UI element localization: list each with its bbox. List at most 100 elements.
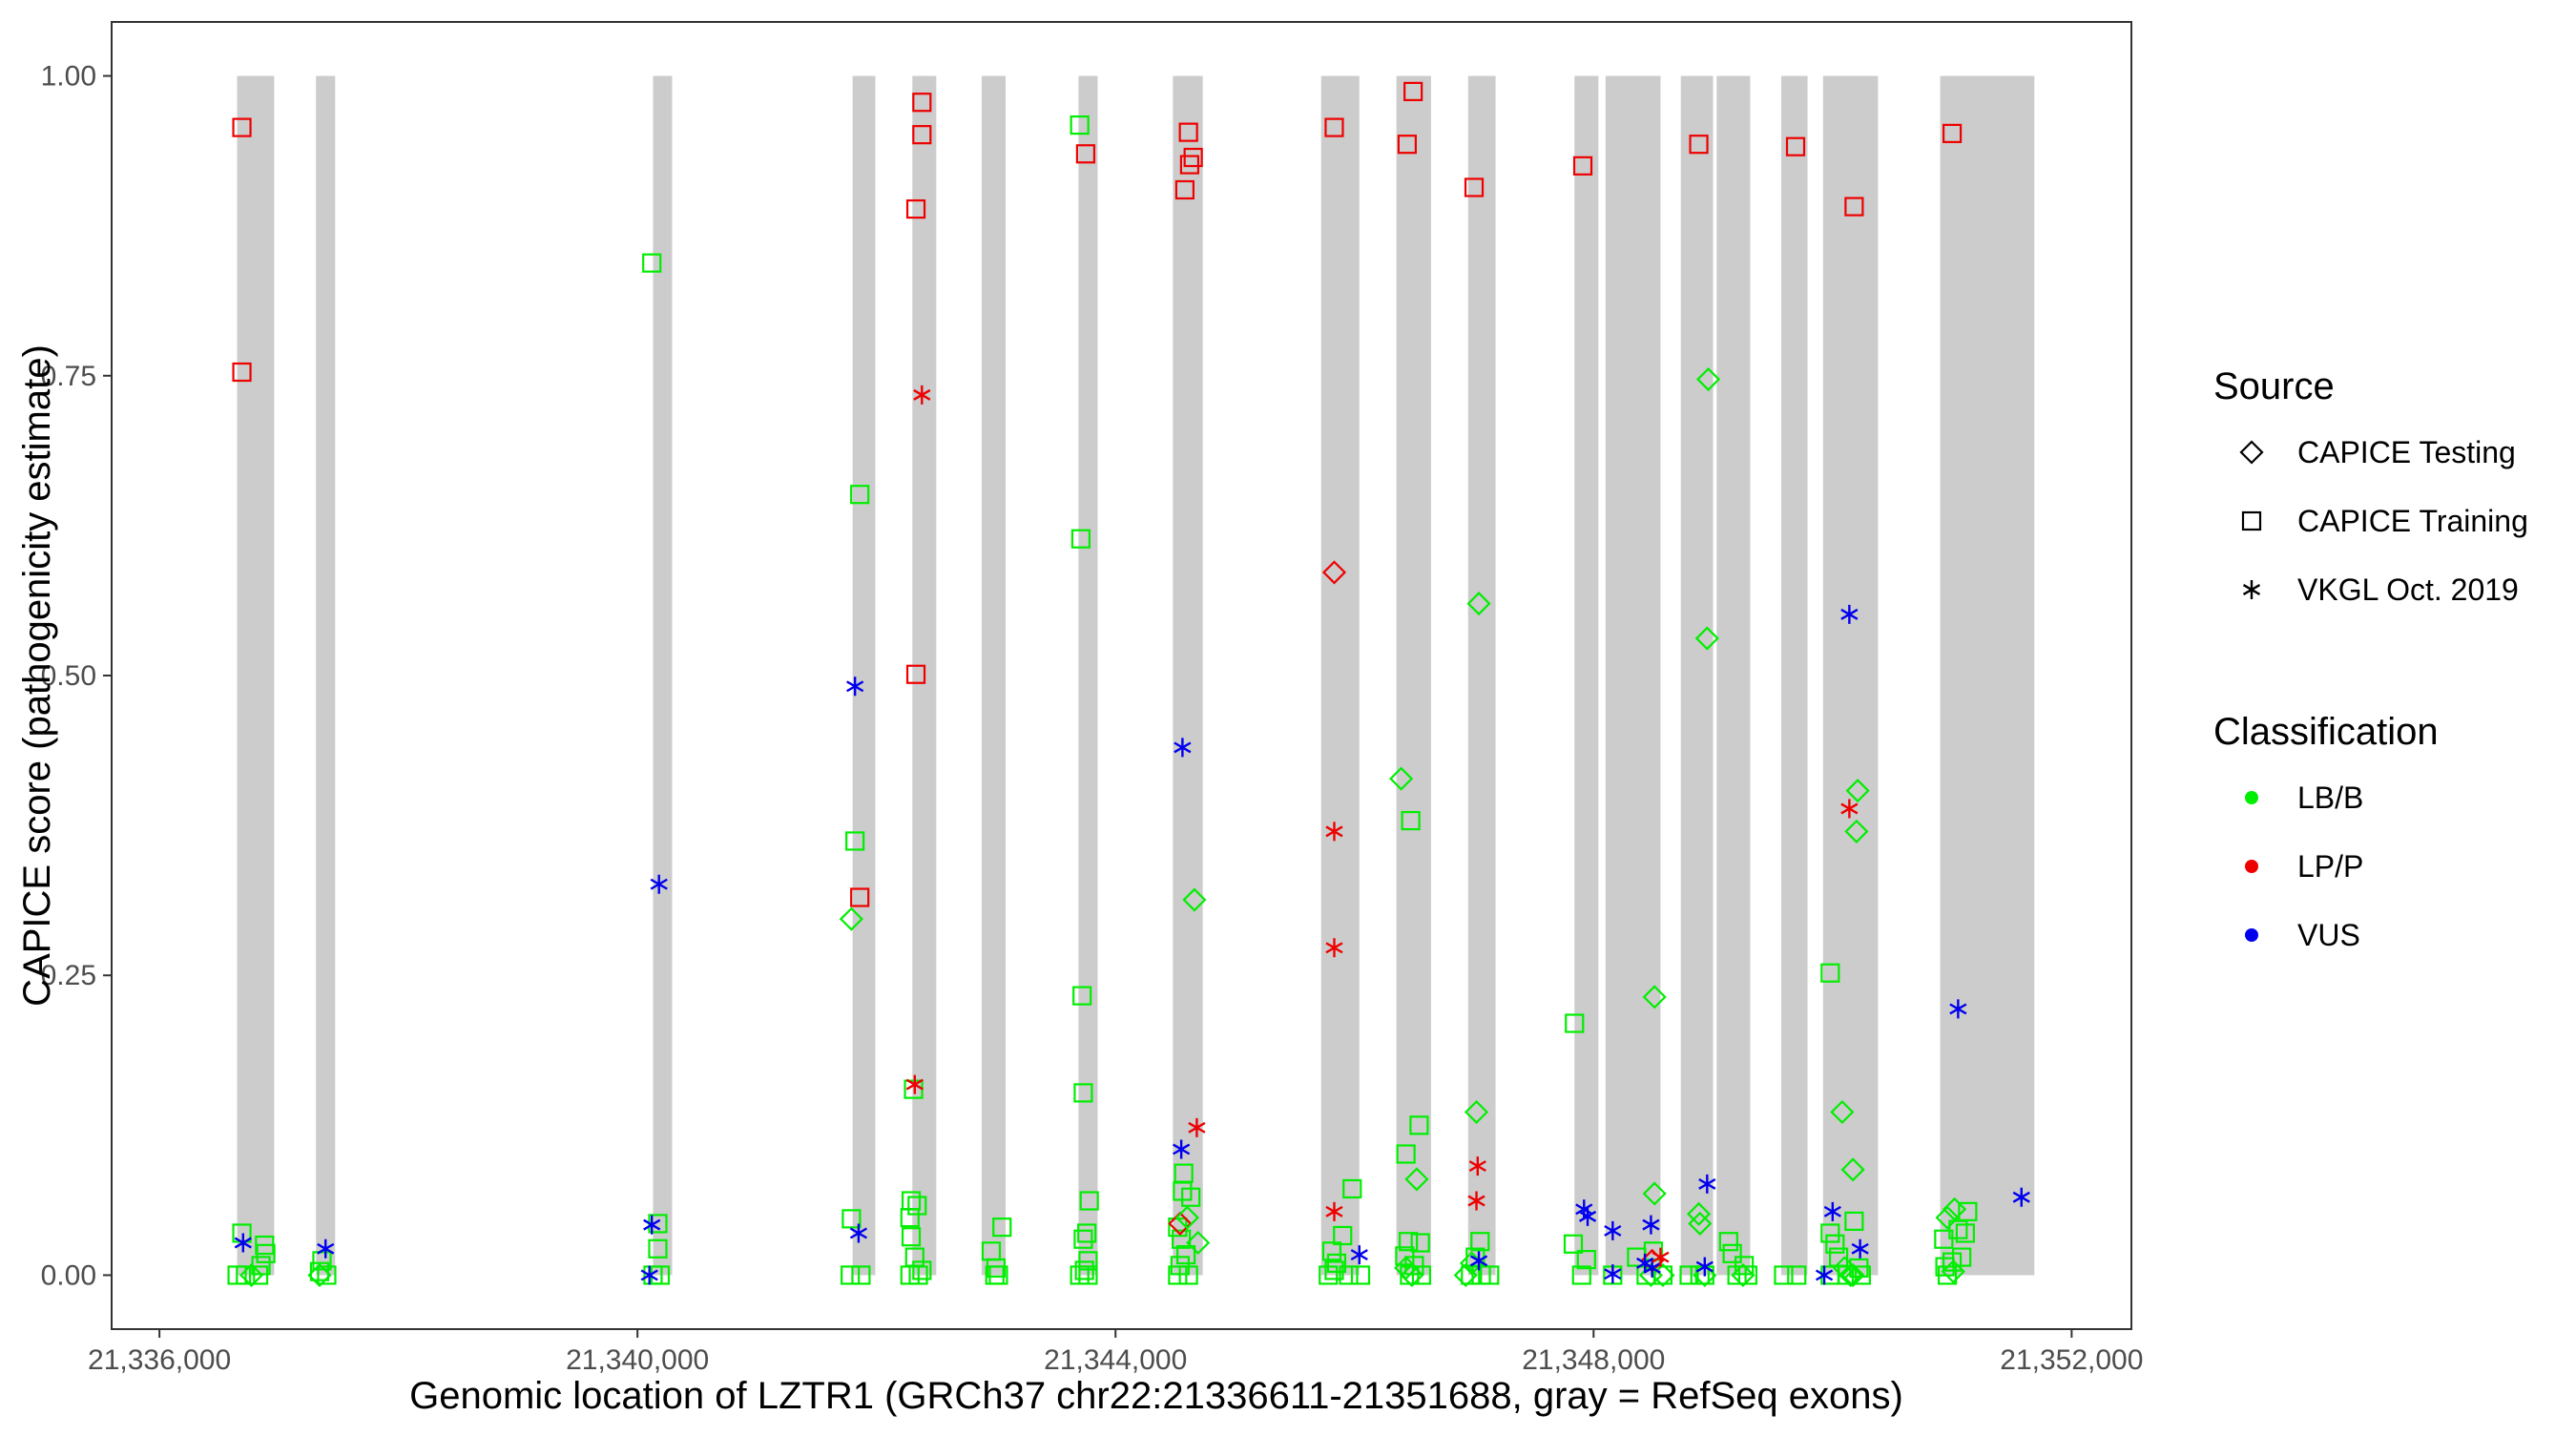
training-point	[1178, 122, 1198, 142]
vkgl-point	[1840, 799, 1859, 819]
training-point	[1319, 1265, 1339, 1285]
training-point	[1722, 1243, 1742, 1263]
vkgl-point	[1815, 1265, 1834, 1285]
exon-bar	[1467, 75, 1496, 1276]
exon-bar	[1320, 75, 1360, 1276]
y-axis: 0.00 0.25 0.50 0.75 1.00	[41, 61, 112, 1291]
testing-point	[1174, 1205, 1199, 1230]
testing-point	[1731, 1262, 1755, 1287]
testing-point	[1840, 1262, 1865, 1287]
testing-point	[1642, 985, 1667, 1009]
exon-bar	[981, 75, 1006, 1276]
training-point	[1070, 114, 1090, 135]
training-point	[1787, 1265, 1807, 1285]
testing-point	[239, 1262, 264, 1287]
training-point	[1333, 1225, 1353, 1246]
training-point	[1079, 1191, 1099, 1211]
training-point	[900, 1208, 920, 1228]
testing-point	[1651, 1262, 1675, 1287]
training-point	[912, 93, 932, 113]
vkgl-point	[1604, 1264, 1622, 1284]
training-point	[1470, 1232, 1490, 1252]
exon-bar	[1078, 75, 1098, 1276]
legend-diamond-symbol	[2239, 440, 2264, 465]
training-point	[1397, 135, 1417, 155]
legend-square-key	[2241, 510, 2262, 531]
training-point	[1070, 529, 1091, 549]
vkgl-point	[1325, 938, 1343, 958]
vkgl-point	[1604, 1220, 1622, 1240]
legend-asterisk-symbol	[2242, 580, 2261, 599]
testing-point	[1686, 1201, 1712, 1226]
training-point	[1825, 1234, 1845, 1254]
exon-bar	[1680, 75, 1714, 1276]
exon-bar	[237, 75, 275, 1276]
training-point	[850, 485, 870, 505]
training-point	[851, 1265, 871, 1285]
legend-class-item-lpp: LP/P	[2245, 849, 2363, 884]
vkgl-point	[640, 1265, 658, 1285]
exon-bar	[1574, 75, 1599, 1276]
training-point	[309, 1261, 330, 1281]
training-point	[1410, 1233, 1430, 1253]
training-point	[642, 253, 662, 273]
legend-square-symbol	[2241, 510, 2262, 531]
training-point	[841, 1265, 861, 1285]
x-axis-title: Genomic location of LZTR1 (GRCh37 chr22:…	[409, 1375, 1903, 1417]
vkgl-point	[1174, 738, 1192, 758]
training-point	[1183, 147, 1203, 168]
training-point	[1168, 1265, 1188, 1285]
testing-point	[1400, 1262, 1424, 1287]
training-point	[1077, 1223, 1097, 1243]
training-point	[1785, 136, 1806, 156]
exon-bar	[1822, 75, 1879, 1276]
testing-point	[307, 1262, 332, 1287]
training-point	[1480, 1265, 1500, 1285]
testing-point	[1389, 766, 1414, 791]
vkgl-point	[643, 1215, 661, 1235]
vkgl-point	[849, 1223, 868, 1243]
vkgl-point	[1469, 1251, 1488, 1271]
training-point	[1178, 1265, 1198, 1285]
legend-dot-vus	[2245, 928, 2258, 942]
vkgl-point	[1823, 1201, 1841, 1221]
training-point	[1075, 144, 1096, 164]
training-point	[905, 198, 926, 219]
exon-bar	[1716, 75, 1751, 1276]
x-tick-label: 21,348,000	[1522, 1344, 1665, 1376]
training-point	[1396, 1144, 1416, 1164]
training-point	[1074, 1260, 1094, 1280]
testing-point	[839, 906, 863, 931]
training-point	[312, 1251, 332, 1271]
y-tick-label: 0.50	[41, 660, 96, 692]
legend-class-label: LB/B	[2297, 780, 2363, 815]
vkgl-point	[1350, 1245, 1368, 1265]
training-point	[1935, 1257, 1955, 1277]
training-point	[232, 362, 252, 383]
exon-bar	[1396, 75, 1431, 1276]
vkgl-point	[650, 874, 668, 894]
training-point	[1181, 1187, 1201, 1207]
training-point	[912, 1260, 932, 1280]
training-point	[1073, 1229, 1093, 1249]
legend-class-label: VUS	[2297, 918, 2360, 952]
legend-class-item-lbb: LB/B	[2245, 780, 2363, 815]
vkgl-point	[1642, 1215, 1660, 1235]
legend-diamond-key	[2239, 440, 2264, 465]
vkgl-point	[234, 1233, 252, 1253]
training-point	[1324, 117, 1344, 137]
training-point	[907, 1196, 927, 1216]
y-tick-label: 0.75	[41, 361, 96, 392]
training-point	[988, 1265, 1008, 1285]
testing-point	[1941, 1259, 1965, 1284]
training-point	[1565, 1013, 1585, 1033]
vkgl-point	[1468, 1156, 1486, 1176]
legend-class-label: LP/P	[2297, 849, 2363, 884]
testing-point	[1464, 1099, 1489, 1125]
testing-point	[1404, 1167, 1429, 1192]
training-point	[901, 1227, 922, 1247]
training-point	[1461, 1265, 1481, 1285]
training-point	[1409, 1115, 1429, 1135]
training-point	[643, 1265, 663, 1285]
